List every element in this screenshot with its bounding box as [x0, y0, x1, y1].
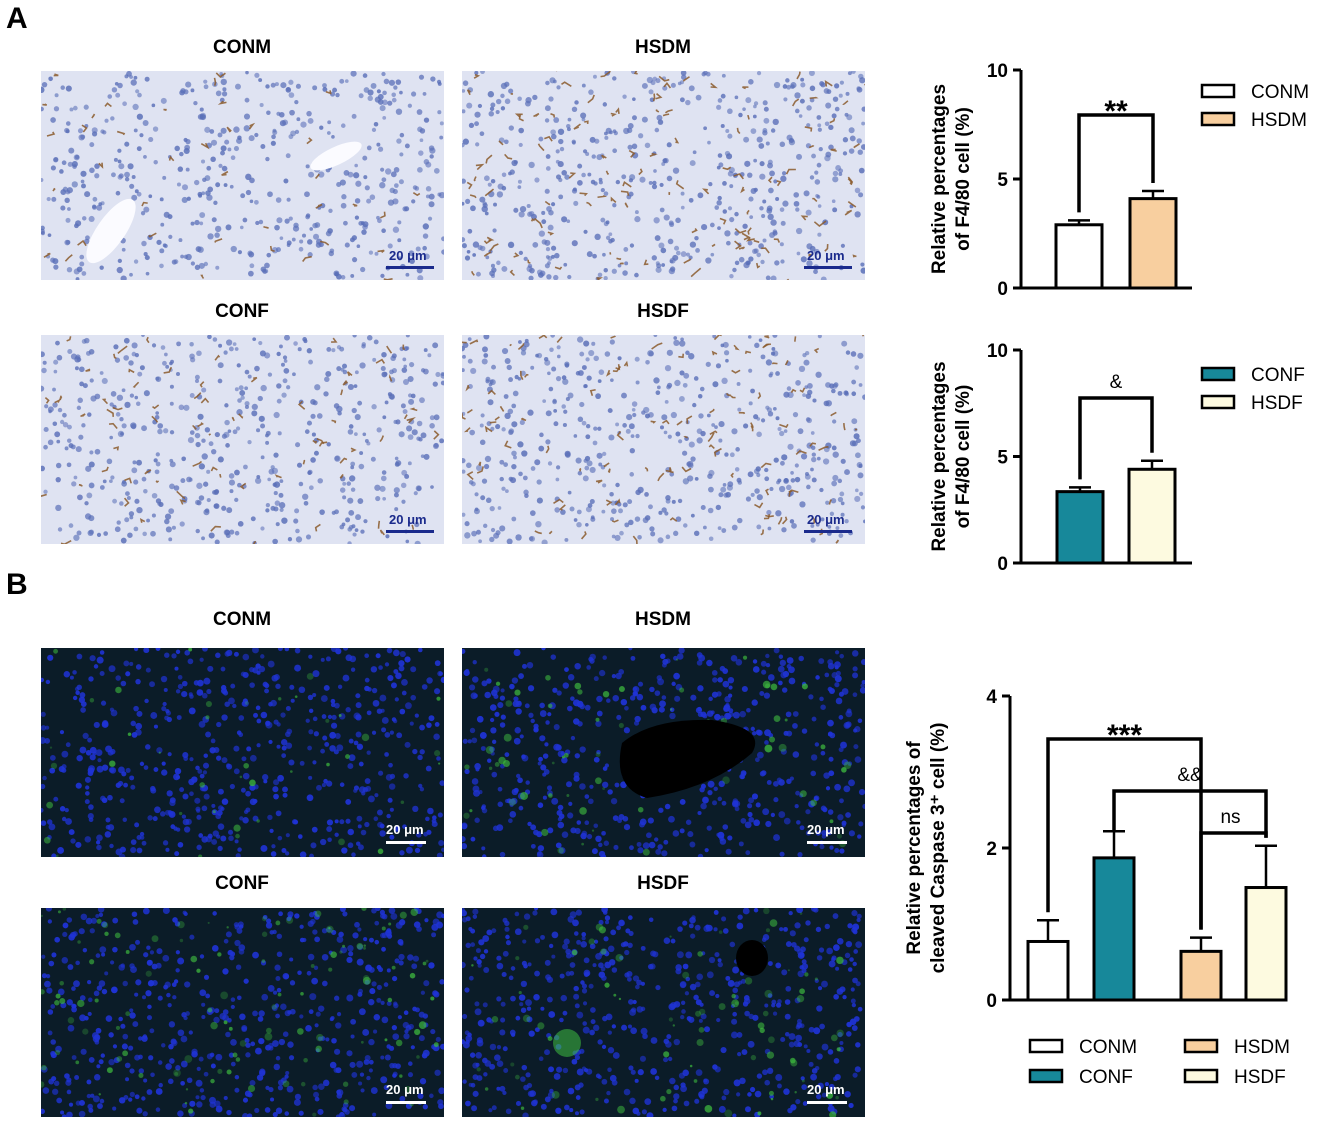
scale-bar [804, 530, 852, 533]
y-tick-label: 2 [986, 839, 997, 860]
y-axis-label: of F4/80 cell (%) [953, 107, 974, 251]
scale-bar-label: 20 μm [389, 512, 427, 527]
scale-bar-label: 20 μm [386, 822, 424, 837]
image-title-conm-b: CONM [212, 609, 272, 630]
f4-80-female-chart: 0 5 10 Relative percentages of F4/80 cell (%… [929, 341, 1305, 575]
ihc-micrograph-conf [41, 335, 444, 544]
image-title-conf-b: CONF [215, 873, 269, 894]
legend-swatch-hsdf [1200, 394, 1236, 410]
significance-bracket [1112, 789, 1268, 838]
image-title-conm-a: CONM [212, 37, 272, 58]
y-tick-label: 0 [997, 279, 1008, 300]
legend-label: CONM [1079, 1037, 1137, 1058]
y-axis-label: Relative percentages [929, 361, 950, 551]
significance-bracket [1077, 113, 1155, 213]
y-tick-label: 4 [986, 687, 997, 708]
bar-hsdf [1244, 886, 1288, 1002]
scale-bar [386, 841, 426, 844]
panel-label-a: A [6, 2, 28, 35]
legend-swatch-hsdf [1183, 1068, 1219, 1084]
scale-bar-label: 20 μm [807, 248, 845, 263]
significance-label: *** [1107, 719, 1142, 752]
significance-bracket [1199, 831, 1268, 930]
significance-bracket [1078, 396, 1154, 480]
scale-bar-label: 20 μm [386, 1082, 424, 1097]
scale-bar [807, 841, 847, 844]
scale-bar [804, 266, 852, 269]
bar-conf [1055, 490, 1105, 565]
bar-hsdf [1127, 467, 1177, 565]
legend-swatch-conf [1028, 1068, 1064, 1084]
image-title-hsdm-b: HSDM [635, 609, 691, 630]
y-tick-label: 0 [986, 991, 997, 1012]
significance-label: && [1177, 765, 1203, 786]
legend-swatch-conf [1200, 366, 1236, 382]
f4-80-male-chart: 0 5 10 Relative percentages of F4/80 cell (%… [929, 61, 1309, 300]
y-tick-label: 0 [997, 554, 1008, 575]
y-tick-label: 5 [997, 448, 1008, 469]
scale-bar-label: 20 μm [807, 1082, 845, 1097]
bar-conm [1026, 939, 1070, 1002]
if-micrograph-hsdf [462, 908, 865, 1117]
legend-label: CONF [1251, 365, 1305, 386]
y-tick-label: 5 [997, 170, 1008, 191]
significance-label: & [1110, 372, 1123, 393]
image-title-conf-a: CONF [215, 301, 269, 322]
scale-bar [807, 1101, 847, 1104]
bar-hsdm [1179, 949, 1223, 1002]
scale-bar-label: 20 μm [389, 248, 427, 263]
scale-bar [386, 266, 434, 269]
legend-swatch-conm [1200, 83, 1236, 99]
legend-swatch-hsdm [1200, 111, 1236, 127]
y-axis-label: Relative percentages [929, 84, 950, 274]
if-micrograph-conf [41, 908, 444, 1117]
significance-label: ns [1220, 807, 1240, 828]
y-tick-label: 10 [987, 61, 1008, 82]
if-micrograph-conm [41, 648, 444, 857]
image-title-hsdm-a: HSDM [635, 37, 691, 58]
scale-bar-label: 20 μm [807, 512, 845, 527]
ihc-micrograph-conm [41, 71, 444, 280]
y-axis-label: Relative percentages of [904, 741, 925, 955]
significance-label: ** [1104, 95, 1128, 128]
bar-conf [1092, 856, 1136, 1002]
y-axis-label: cleaved Caspase 3⁺ cell (%) [928, 723, 949, 974]
y-tick-label: 10 [987, 341, 1008, 362]
image-title-hsdf-b: HSDF [637, 873, 689, 894]
if-micrograph-hsdm [462, 648, 865, 857]
bar-hsdm [1128, 197, 1178, 290]
legend-label: HSDF [1234, 1067, 1286, 1088]
scale-bar [386, 1101, 426, 1104]
legend-label: HSDM [1234, 1037, 1290, 1058]
ihc-micrograph-hsdm [462, 71, 865, 280]
scale-bar-label: 20 μm [807, 822, 845, 837]
scale-bar [386, 530, 434, 533]
legend-label: HSDF [1251, 393, 1303, 414]
legend-swatch-hsdm [1183, 1038, 1219, 1054]
bar-conm [1054, 223, 1104, 290]
caspase3-chart: 0 2 4 Relative percentages of cleaved Caspas… [904, 687, 1290, 1088]
legend-swatch-conm [1028, 1038, 1064, 1054]
ihc-micrograph-hsdf [462, 335, 865, 544]
image-title-hsdf-a: HSDF [637, 301, 689, 322]
panel-label-b: B [6, 568, 28, 601]
legend-label: CONF [1079, 1067, 1133, 1088]
legend-label: CONM [1251, 82, 1309, 103]
legend-label: HSDM [1251, 110, 1307, 131]
y-axis-label: of F4/80 cell (%) [953, 385, 974, 529]
